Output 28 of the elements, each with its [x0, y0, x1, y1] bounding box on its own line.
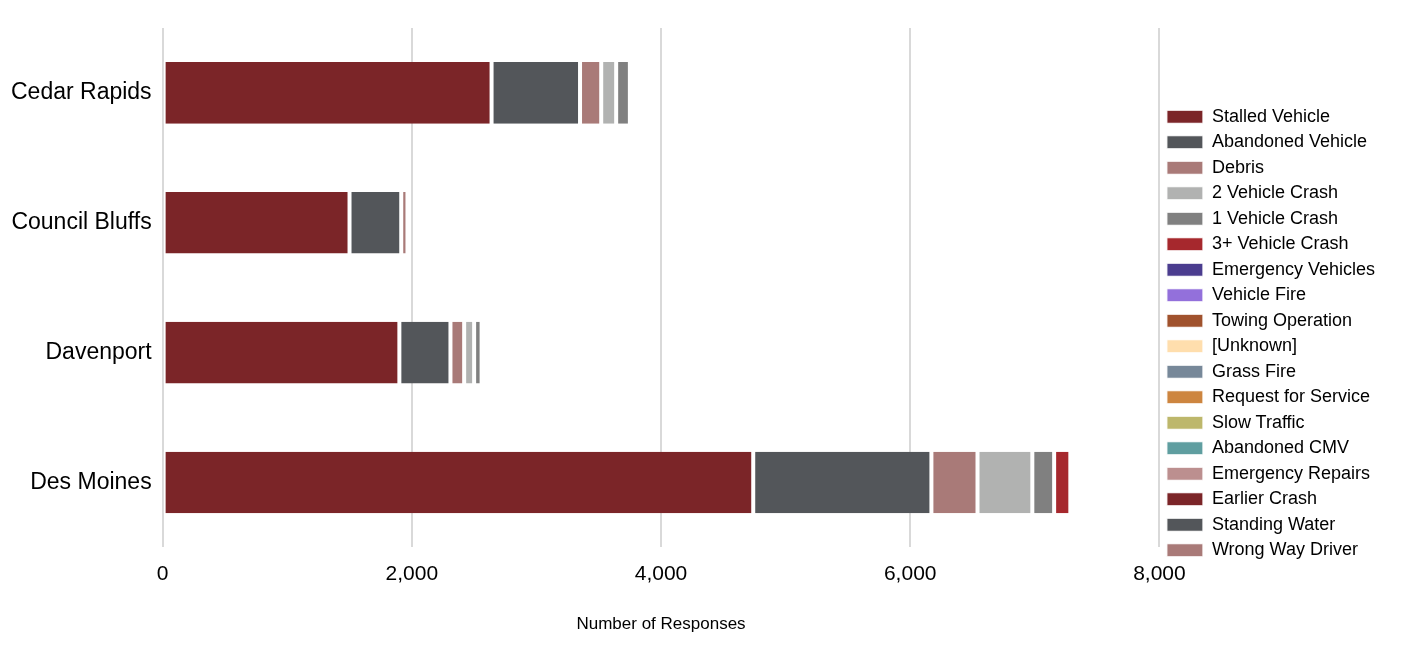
legend-label: Request for Service — [1211, 386, 1370, 407]
legend-label: Emergency Vehicles — [1211, 258, 1376, 279]
legend-label: Abandoned CMV — [1211, 437, 1350, 458]
legend-label: Grass Fire — [1211, 360, 1296, 381]
x-tick-label: 6,000 — [883, 560, 937, 584]
legend-label: Slow Traffic — [1211, 411, 1305, 432]
y-tick-label: Des Moines — [30, 467, 152, 494]
legend-label: Debris — [1211, 156, 1264, 177]
x-tick-label: 8,000 — [1133, 560, 1186, 584]
legend-label: Earlier Crash — [1211, 488, 1317, 509]
legend-label: 3+ Vehicle Crash — [1211, 233, 1349, 254]
legend-label: 2 Vehicle Crash — [1211, 182, 1338, 203]
legend-label: Emergency Repairs — [1211, 462, 1370, 483]
x-tick-label: 0 — [156, 560, 169, 584]
y-tick-label: Cedar Rapids — [10, 78, 152, 105]
legend-label: Wrong Way Driver — [1211, 539, 1358, 560]
legend-label: Towing Operation — [1211, 309, 1353, 330]
y-tick-label: Council Bluffs — [11, 208, 152, 235]
x-axis-title: Number of Responses — [576, 614, 746, 634]
legend-label: Abandoned Vehicle — [1211, 131, 1368, 152]
legend-label: Vehicle Fire — [1211, 284, 1306, 305]
legend-label: [Unknown] — [1211, 335, 1297, 356]
legend-label: Standing Water — [1211, 513, 1336, 534]
legend-label: Stalled Vehicle — [1211, 105, 1331, 126]
x-tick-label: 4,000 — [634, 560, 688, 584]
y-tick-label: Davenport — [45, 337, 153, 364]
x-tick-label: 2,000 — [385, 560, 439, 584]
legend-label: 1 Vehicle Crash — [1211, 207, 1338, 228]
